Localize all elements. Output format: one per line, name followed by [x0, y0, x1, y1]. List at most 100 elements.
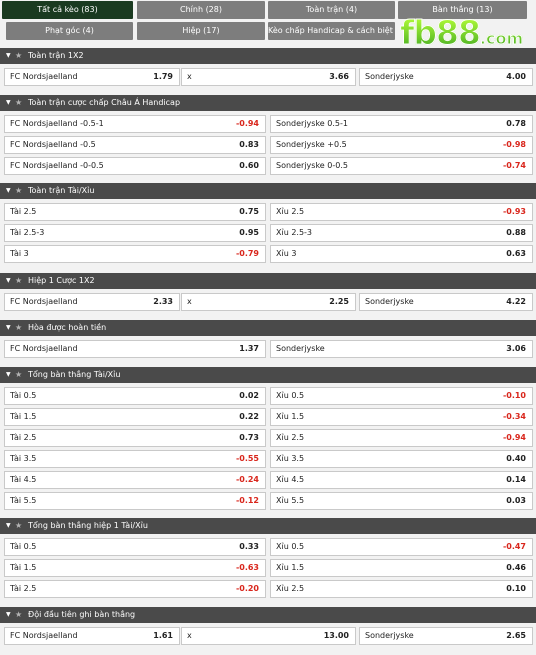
selection-label: Xỉu 0.5 [276, 391, 305, 400]
odds-value: 0.95 [239, 228, 259, 237]
odds-cell[interactable]: Sonderjyske 3.06 [270, 340, 533, 358]
odds-cell[interactable]: Xỉu 4.5 0.14 [270, 471, 533, 489]
selection-label: Sonderjyske 0.5-1 [276, 119, 348, 128]
odds-cell[interactable]: FC Nordsjaelland -0-0.5 0.60 [4, 157, 266, 175]
odds-value: -0.55 [235, 454, 259, 463]
odds-value: 0.40 [506, 454, 526, 463]
odds-cell[interactable]: Xỉu 1.5 -0.34 [270, 408, 533, 426]
section-header[interactable]: ▼ ★ Đội đầu tiên ghi bàn thắng [0, 607, 536, 623]
star-icon[interactable]: ★ [15, 186, 23, 195]
odds-cell[interactable]: Xỉu 2.5 0.10 [270, 580, 533, 598]
odds-cell[interactable]: Tài 3 -0.79 [4, 245, 266, 263]
odds-cell[interactable]: Tài 2.5 -0.20 [4, 580, 266, 598]
tab-4[interactable]: Phạt góc (4) [6, 22, 133, 40]
odds-value: 0.63 [506, 249, 526, 258]
odds-cell[interactable]: FC Nordsjaelland 1.79 [4, 68, 180, 86]
selection-label: Sonderjyske +0.5 [276, 140, 347, 149]
chevron-down-icon[interactable]: ▼ [6, 371, 11, 378]
odds-cell[interactable]: FC Nordsjaelland 1.61 [4, 627, 180, 645]
chevron-down-icon[interactable]: ▼ [6, 611, 11, 618]
odds-cell[interactable]: Sonderjyske 0-0.5 -0.74 [270, 157, 533, 175]
odds-cell[interactable]: Tài 1.5 0.22 [4, 408, 266, 426]
section-header[interactable]: ▼ ★ Toàn trận 1X2 [0, 48, 536, 64]
odds-cell[interactable]: Tài 1.5 -0.63 [4, 559, 266, 577]
star-icon[interactable]: ★ [15, 370, 23, 379]
odds-cell[interactable]: Xỉu 1.5 0.46 [270, 559, 533, 577]
section-header[interactable]: ▼ ★ Toàn trận Tài/Xỉu [0, 183, 536, 199]
odds-cell[interactable]: Xỉu 5.5 0.03 [270, 492, 533, 510]
odds-cell[interactable]: x 13.00 [181, 627, 356, 645]
odds-cell[interactable]: Sonderjyske 0.5-1 0.78 [270, 115, 533, 133]
odds-value: 0.75 [239, 207, 259, 216]
section-title: Đội đầu tiên ghi bàn thắng [28, 610, 136, 619]
odds-cell[interactable]: Sonderjyske 4.00 [359, 68, 533, 86]
odds-value: 0.03 [506, 496, 526, 505]
odds-value: 3.66 [329, 72, 349, 81]
selection-label: FC Nordsjaelland -0-0.5 [10, 161, 104, 170]
section-header[interactable]: ▼ ★ Tổng bàn thắng Tài/Xỉu [0, 367, 536, 383]
odds-cell[interactable]: Tài 2.5-3 0.95 [4, 224, 266, 242]
star-icon[interactable]: ★ [15, 98, 23, 107]
odds-cell[interactable]: Tài 2.5 0.75 [4, 203, 266, 221]
section-header[interactable]: ▼ ★ Hiệp 1 Cược 1X2 [0, 273, 536, 289]
odds-cell[interactable]: Tài 0.5 0.33 [4, 538, 266, 556]
chevron-down-icon[interactable]: ▼ [6, 187, 11, 194]
selection-label: Xỉu 2.5 [276, 433, 305, 442]
odds-value: 0.60 [239, 161, 259, 170]
odds-cell[interactable]: x 3.66 [181, 68, 356, 86]
odds-cell[interactable]: FC Nordsjaelland -0.5 0.83 [4, 136, 266, 154]
odds-cell[interactable]: Tài 3.5 -0.55 [4, 450, 266, 468]
odds-cell[interactable]: Xỉu 3.5 0.40 [270, 450, 533, 468]
odds-cell[interactable]: Xỉu 0.5 -0.47 [270, 538, 533, 556]
odds-cell[interactable]: Tài 2.5 0.73 [4, 429, 266, 447]
section-title: Hòa được hoàn tiền [28, 323, 107, 332]
odds-value: -0.24 [235, 475, 259, 484]
star-icon[interactable]: ★ [15, 610, 23, 619]
chevron-down-icon[interactable]: ▼ [6, 324, 11, 331]
selection-label: FC Nordsjaelland [10, 631, 78, 640]
tab-1[interactable]: Chính (28) [137, 1, 265, 19]
selection-label: x [187, 631, 192, 640]
tab-5[interactable]: Hiệp (17) [137, 22, 265, 40]
star-icon[interactable]: ★ [15, 276, 23, 285]
odds-cell[interactable]: Sonderjyske 4.22 [359, 293, 533, 311]
odds-cell[interactable]: Xỉu 3 0.63 [270, 245, 533, 263]
odds-cell[interactable]: Xỉu 0.5 -0.10 [270, 387, 533, 405]
selection-label: FC Nordsjaelland -0.5-1 [10, 119, 104, 128]
odds-cell[interactable]: Xỉu 2.5-3 0.88 [270, 224, 533, 242]
tab-0[interactable]: Tất cả kèo (83) [2, 1, 133, 19]
chevron-down-icon[interactable]: ▼ [6, 522, 11, 529]
star-icon[interactable]: ★ [15, 51, 23, 60]
section-header[interactable]: ▼ ★ Hòa được hoàn tiền [0, 320, 536, 336]
chevron-down-icon[interactable]: ▼ [6, 99, 11, 106]
odds-value: 0.02 [239, 391, 259, 400]
odds-cell[interactable]: Xỉu 2.5 -0.93 [270, 203, 533, 221]
selection-label: Xỉu 4.5 [276, 475, 305, 484]
odds-cell[interactable]: Tài 5.5 -0.12 [4, 492, 266, 510]
odds-value: 1.79 [153, 72, 173, 81]
odds-cell[interactable]: FC Nordsjaelland 2.33 [4, 293, 180, 311]
odds-cell[interactable]: x 2.25 [181, 293, 356, 311]
odds-cell[interactable]: Xỉu 2.5 -0.94 [270, 429, 533, 447]
section-header[interactable]: ▼ ★ Tổng bàn thắng hiệp 1 Tài/Xỉu [0, 518, 536, 534]
odds-cell[interactable]: FC Nordsjaelland 1.37 [4, 340, 266, 358]
odds-cell[interactable]: Sonderjyske 2.65 [359, 627, 533, 645]
odds-cell[interactable]: Sonderjyske +0.5 -0.98 [270, 136, 533, 154]
odds-cell[interactable]: Tài 4.5 -0.24 [4, 471, 266, 489]
tab-2[interactable]: Toàn trận (4) [268, 1, 395, 19]
selection-label: Xỉu 0.5 [276, 542, 305, 551]
section-header[interactable]: ▼ ★ Toàn trận cược chấp Châu Á Handicap [0, 95, 536, 111]
odds-value: 3.06 [506, 344, 526, 353]
star-icon[interactable]: ★ [15, 521, 23, 530]
odds-value: 0.46 [506, 563, 526, 572]
selection-label: Tài 2.5 [10, 584, 37, 593]
tab-6[interactable]: Kèo chấp Handicap & cách biệt (3) [268, 22, 395, 40]
odds-cell[interactable]: FC Nordsjaelland -0.5-1 -0.94 [4, 115, 266, 133]
odds-value: 0.88 [506, 228, 526, 237]
selection-label: Tài 2.5-3 [10, 228, 45, 237]
tab-3[interactable]: Bàn thắng (13) [398, 1, 527, 19]
chevron-down-icon[interactable]: ▼ [6, 52, 11, 59]
star-icon[interactable]: ★ [15, 323, 23, 332]
chevron-down-icon[interactable]: ▼ [6, 277, 11, 284]
odds-cell[interactable]: Tài 0.5 0.02 [4, 387, 266, 405]
